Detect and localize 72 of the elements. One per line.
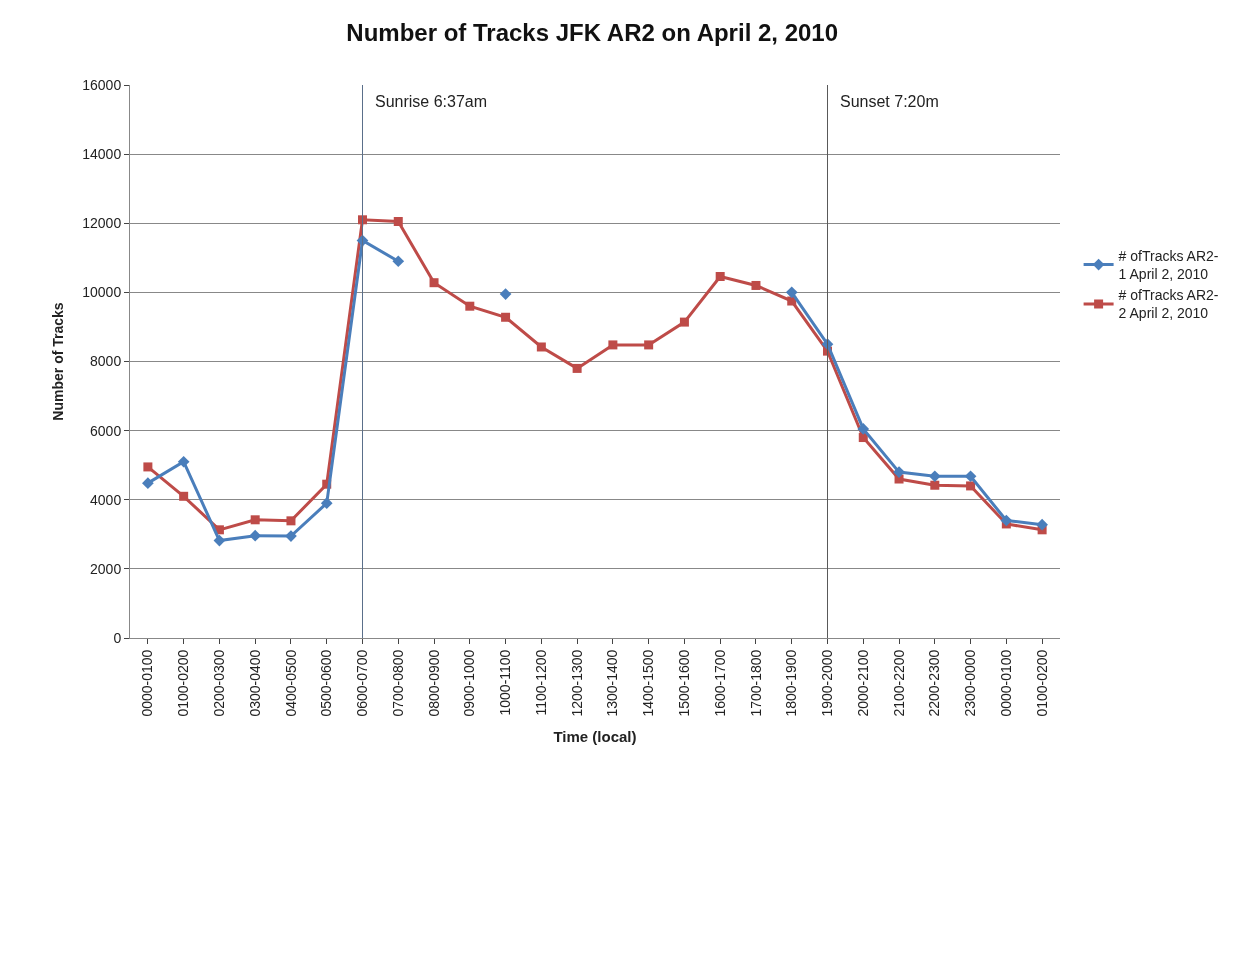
y-tick-label: 0 <box>113 629 122 646</box>
point <box>499 288 512 300</box>
x-tick-label: 1100-1200 <box>532 649 549 716</box>
point <box>787 296 797 306</box>
x-tick-label: 0300-0400 <box>246 649 263 717</box>
point <box>966 481 976 491</box>
x-tick-label: 1500-1600 <box>675 649 692 717</box>
x-tick-label: 0800-0900 <box>425 649 442 717</box>
point <box>964 470 977 483</box>
x-tick-label: 2200-2300 <box>926 649 943 717</box>
x-tick-label: 0100-0200 <box>175 649 192 717</box>
x-tick-label: 2100-2200 <box>890 649 907 717</box>
ref-line-label: Sunrise 6:37am <box>375 93 488 110</box>
x-tick-label: 0000-0100 <box>139 649 156 717</box>
x-tick-label: 1900-2000 <box>819 649 836 717</box>
point <box>930 480 940 490</box>
x-tick-label: 1800-1900 <box>783 649 800 717</box>
point <box>715 271 725 281</box>
point <box>392 255 405 268</box>
point <box>393 217 403 227</box>
x-tick-label: 0100-0200 <box>1033 649 1050 717</box>
y-tick-label: 12000 <box>82 215 122 232</box>
x-tick-label: 1600-1700 <box>711 649 728 717</box>
point <box>177 455 190 468</box>
y-tick-label: 8000 <box>90 353 122 370</box>
point <box>142 477 154 490</box>
x-tick-label: 1400-1500 <box>640 649 657 717</box>
x-tick-label: 1300-1400 <box>604 649 621 717</box>
point <box>465 301 475 311</box>
x-tick-label: 0200-0300 <box>210 649 227 717</box>
point <box>572 363 582 373</box>
x-tick-label: 1000-1100 <box>497 649 514 716</box>
x-tick-label: 0900-1000 <box>461 649 478 717</box>
x-tick-label: 1200-1300 <box>568 649 585 717</box>
x-axis-title: Time (local) <box>553 727 637 745</box>
point <box>1000 514 1013 527</box>
point <box>213 534 226 547</box>
chart-title: Number of Tracks JFK AR2 on April 2, 2010 <box>346 18 839 46</box>
y-tick-label: 14000 <box>82 146 122 163</box>
x-tick-label: 2000-2100 <box>854 649 871 717</box>
point <box>608 340 618 350</box>
y-tick-label: 2000 <box>90 560 122 577</box>
point <box>286 516 296 526</box>
point <box>1036 518 1048 531</box>
point <box>679 317 689 327</box>
x-tick-label: 0400-0500 <box>282 649 299 717</box>
ref-line-label: Sunset 7:20m <box>840 93 939 110</box>
point <box>857 423 870 435</box>
y-tick-label: 6000 <box>90 422 122 439</box>
x-tick-label: 0500-0600 <box>318 649 335 717</box>
point <box>894 474 904 484</box>
x-tick-label: 1700-1800 <box>747 649 764 717</box>
point <box>785 286 798 299</box>
point <box>250 515 260 525</box>
y-axis-title: Number of Tracks <box>49 302 66 421</box>
point <box>501 312 511 322</box>
point <box>429 278 439 288</box>
x-tick-label: 0600-0700 <box>354 649 371 717</box>
legend-label: # ofTracks AR2-2 April 2, 2010 <box>1118 287 1219 322</box>
point <box>644 340 654 350</box>
legend-label: # ofTracks AR2-1 April 2, 2010 <box>1118 247 1219 283</box>
point <box>143 462 153 472</box>
point <box>751 280 761 290</box>
y-tick-label: 16000 <box>82 76 122 93</box>
y-tick-label: 10000 <box>82 284 122 301</box>
y-tick-label: 4000 <box>90 491 122 508</box>
x-tick-label: 0000-0100 <box>997 649 1014 717</box>
x-tick-label: 0700-0800 <box>389 649 406 717</box>
point <box>536 342 546 352</box>
x-tick-label: 2300-0000 <box>962 649 979 717</box>
point <box>179 491 189 501</box>
point <box>320 497 333 510</box>
